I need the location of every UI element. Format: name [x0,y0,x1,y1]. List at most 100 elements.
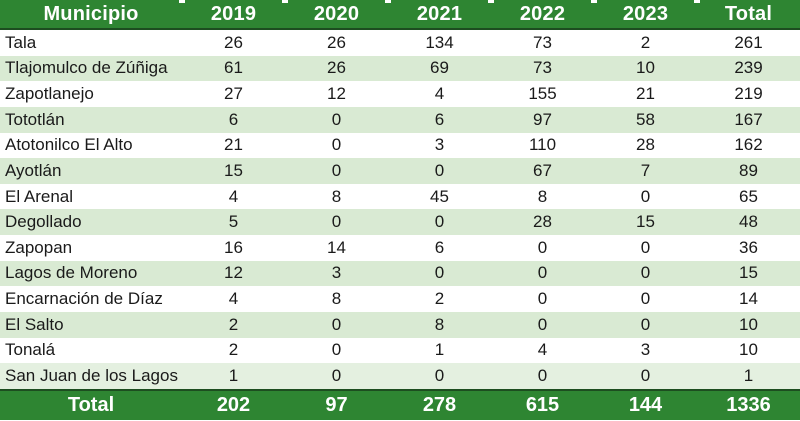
value-cell: 167 [734,109,763,129]
value-cell: 0 [640,289,651,309]
column-divider-tick [179,0,185,3]
table-row: Encarnación de Díaz 4 8 2 0 0 14 [0,286,800,312]
value-cell: 0 [331,212,342,232]
value-cell: 261 [734,32,763,52]
value-cell: 28 [636,135,655,155]
total-total: 1336 [697,388,800,420]
column-header-2022: 2022 [491,0,594,30]
value-cell: 0 [640,237,651,257]
value-cell: 10 [739,314,758,334]
value-cell: 0 [331,135,342,155]
value-cell: 14 [327,237,346,257]
value-cell: 28 [533,212,552,232]
table-row: Tlajomulco de Zúñiga 61 26 69 73 10 239 [0,55,800,82]
table-body: Tala 26 26 134 73 2 261 Tlajomulco de Zúñiga 61 2… [0,29,800,390]
value-cell: 26 [224,32,243,52]
total-2022: 615 [491,388,594,420]
value-cell: 239 [734,58,763,78]
value-cell: 2 [228,314,239,334]
value-cell: 67 [533,160,552,180]
table-row: San Juan de los Lagos 1 0 0 0 0 1 [0,363,800,390]
value-cell: 10 [636,58,655,78]
value-cell: 0 [640,365,651,385]
value-cell: 0 [331,109,342,129]
municipio-cell: Atotonilco El Alto [5,135,133,155]
value-cell: 4 [228,289,239,309]
value-cell: 97 [533,109,552,129]
total-2020: 97 [285,388,388,420]
value-cell: 0 [537,314,548,334]
column-divider-tick [591,0,597,3]
value-cell: 0 [434,365,445,385]
value-cell: 89 [739,160,758,180]
value-cell: 1 [434,340,445,360]
table-row: Lagos de Moreno 12 3 0 0 0 15 [0,260,800,287]
value-cell: 5 [228,212,239,232]
value-cell: 110 [528,135,557,155]
value-cell: 3 [640,340,651,360]
municipio-cell: Encarnación de Díaz [5,289,163,309]
value-cell: 4 [537,340,548,360]
value-cell: 12 [224,263,243,283]
value-cell: 2 [640,32,651,52]
total-2021: 278 [388,388,491,420]
value-cell: 27 [224,84,243,104]
value-cell: 4 [228,186,239,206]
value-cell: 36 [739,237,758,257]
municipio-cell: Tototlán [5,109,65,129]
table-row: El Arenal 4 8 45 8 0 65 [0,184,800,210]
value-cell: 0 [640,263,651,283]
value-cell: 48 [739,212,758,232]
municipio-cell: Tala [5,32,37,52]
value-cell: 6 [228,109,239,129]
value-cell: 15 [224,160,243,180]
value-cell: 26 [327,58,346,78]
value-cell: 73 [533,58,552,78]
value-cell: 45 [430,186,449,206]
value-cell: 0 [537,289,548,309]
value-cell: 61 [224,58,243,78]
value-cell: 8 [537,186,548,206]
value-cell: 12 [327,84,346,104]
table-row: Tonalá 2 0 1 4 3 10 [0,338,800,364]
value-cell: 0 [537,237,548,257]
column-header-2019: 2019 [182,0,285,30]
value-cell: 0 [331,160,342,180]
value-cell: 15 [636,212,655,232]
value-cell: 0 [331,340,342,360]
value-cell: 155 [528,84,557,104]
value-cell: 16 [224,237,243,257]
column-header-municipio: Municipio [0,0,182,30]
table-row: Tala 26 26 134 73 2 261 [0,29,800,56]
municipio-cell: Zapopan [5,237,73,257]
value-cell: 134 [425,32,454,52]
value-cell: 0 [434,212,445,232]
value-cell: 26 [327,32,346,52]
value-cell: 15 [739,263,758,283]
value-cell: 2 [228,340,239,360]
column-divider-tick [488,0,494,3]
municipio-cell: Tonalá [5,340,56,360]
value-cell: 8 [331,186,342,206]
value-cell: 1 [228,365,239,385]
municipio-cell: San Juan de los Lagos [5,365,178,385]
table-row: Zapotlanejo 27 12 4 155 21 219 [0,81,800,107]
municipio-cell: El Salto [5,314,64,334]
value-cell: 65 [739,186,758,206]
value-cell: 0 [434,263,445,283]
column-header-2020: 2020 [285,0,388,30]
value-cell: 219 [734,84,763,104]
municipio-cell: Tlajomulco de Zúñiga [5,58,168,78]
value-cell: 6 [434,109,445,129]
column-header-2023: 2023 [594,0,697,30]
value-cell: 0 [640,186,651,206]
table-row: Degollado 5 0 0 28 15 48 [0,209,800,235]
value-cell: 58 [636,109,655,129]
table-row: Tototlán 6 0 6 97 58 167 [0,106,800,133]
column-divider-tick [385,0,391,3]
municipio-cell: Zapotlanejo [5,84,94,104]
value-cell: 0 [434,160,445,180]
value-cell: 21 [636,84,655,104]
value-cell: 14 [739,289,758,309]
